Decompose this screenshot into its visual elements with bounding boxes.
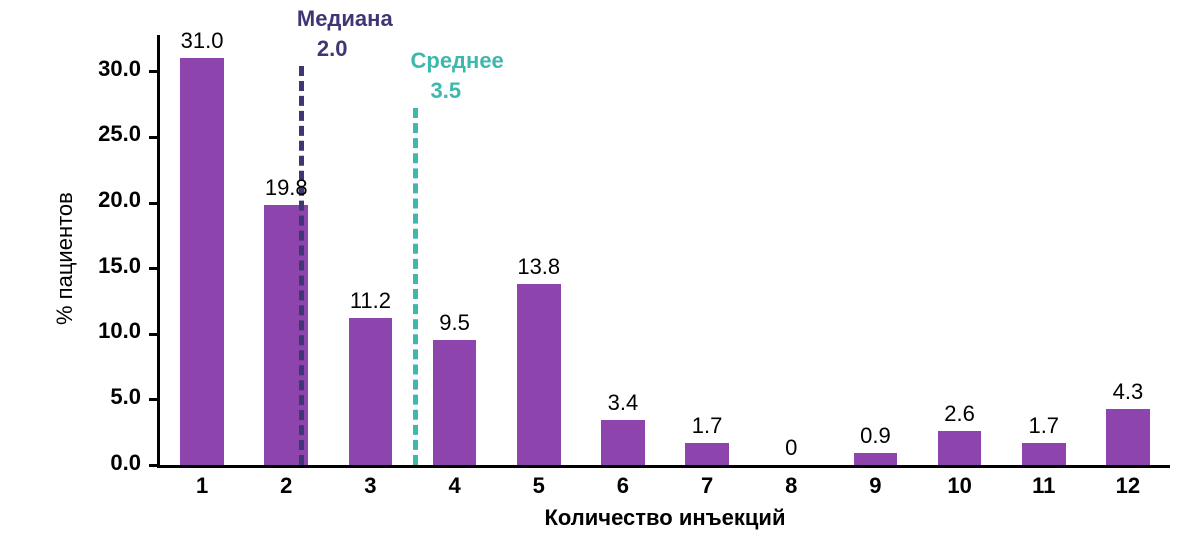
y-tick-mark bbox=[149, 267, 157, 270]
chart-container: 0.05.010.015.020.025.030.031.0119.8211.2… bbox=[0, 0, 1200, 543]
y-axis-title: % пациентов bbox=[52, 192, 78, 325]
bar bbox=[517, 284, 561, 465]
y-tick-mark bbox=[149, 202, 157, 205]
y-tick-mark bbox=[149, 464, 157, 467]
x-tick-label: 4 bbox=[415, 473, 495, 499]
bar-value-label: 9.5 bbox=[405, 310, 505, 336]
y-tick-label: 30.0 bbox=[0, 56, 141, 82]
reference-line-value: 3.5 bbox=[431, 78, 462, 104]
reference-line bbox=[299, 66, 304, 465]
x-tick-label: 12 bbox=[1088, 473, 1168, 499]
x-tick-label: 5 bbox=[499, 473, 579, 499]
x-tick-label: 6 bbox=[583, 473, 663, 499]
y-tick-mark bbox=[149, 70, 157, 73]
bar bbox=[1022, 443, 1066, 465]
bar bbox=[854, 453, 898, 465]
x-axis-title: Количество инъекций bbox=[160, 505, 1170, 531]
y-tick-label: 5.0 bbox=[0, 384, 141, 410]
bar bbox=[938, 431, 982, 465]
bar bbox=[1106, 409, 1150, 465]
x-tick-label: 11 bbox=[1004, 473, 1084, 499]
bar bbox=[601, 420, 645, 465]
x-tick-label: 8 bbox=[751, 473, 831, 499]
bar-value-label: 13.8 bbox=[489, 254, 589, 280]
x-axis bbox=[157, 465, 1170, 468]
x-tick-label: 7 bbox=[667, 473, 747, 499]
bar-value-label: 1.7 bbox=[994, 413, 1094, 439]
x-tick-label: 9 bbox=[835, 473, 915, 499]
bar-value-label: 4.3 bbox=[1078, 379, 1178, 405]
x-tick-label: 10 bbox=[920, 473, 1000, 499]
y-tick-mark bbox=[149, 333, 157, 336]
bar bbox=[433, 340, 477, 465]
reference-line-value: 2.0 bbox=[317, 36, 348, 62]
bar-value-label: 19.8 bbox=[236, 175, 336, 201]
x-tick-label: 1 bbox=[162, 473, 242, 499]
y-axis bbox=[157, 35, 160, 465]
x-tick-label: 2 bbox=[246, 473, 326, 499]
reference-line-label: Среднее bbox=[411, 48, 504, 74]
bar-value-label: 0.9 bbox=[825, 423, 925, 449]
y-tick-mark bbox=[149, 136, 157, 139]
bar bbox=[349, 318, 393, 465]
reference-line-label: Медиана bbox=[297, 6, 393, 32]
reference-line bbox=[413, 108, 418, 465]
bar bbox=[180, 58, 224, 465]
y-tick-mark bbox=[149, 398, 157, 401]
x-tick-label: 3 bbox=[330, 473, 410, 499]
y-tick-label: 0.0 bbox=[0, 450, 141, 476]
bar bbox=[685, 443, 729, 465]
bar-value-label: 31.0 bbox=[152, 28, 252, 54]
y-tick-label: 25.0 bbox=[0, 121, 141, 147]
